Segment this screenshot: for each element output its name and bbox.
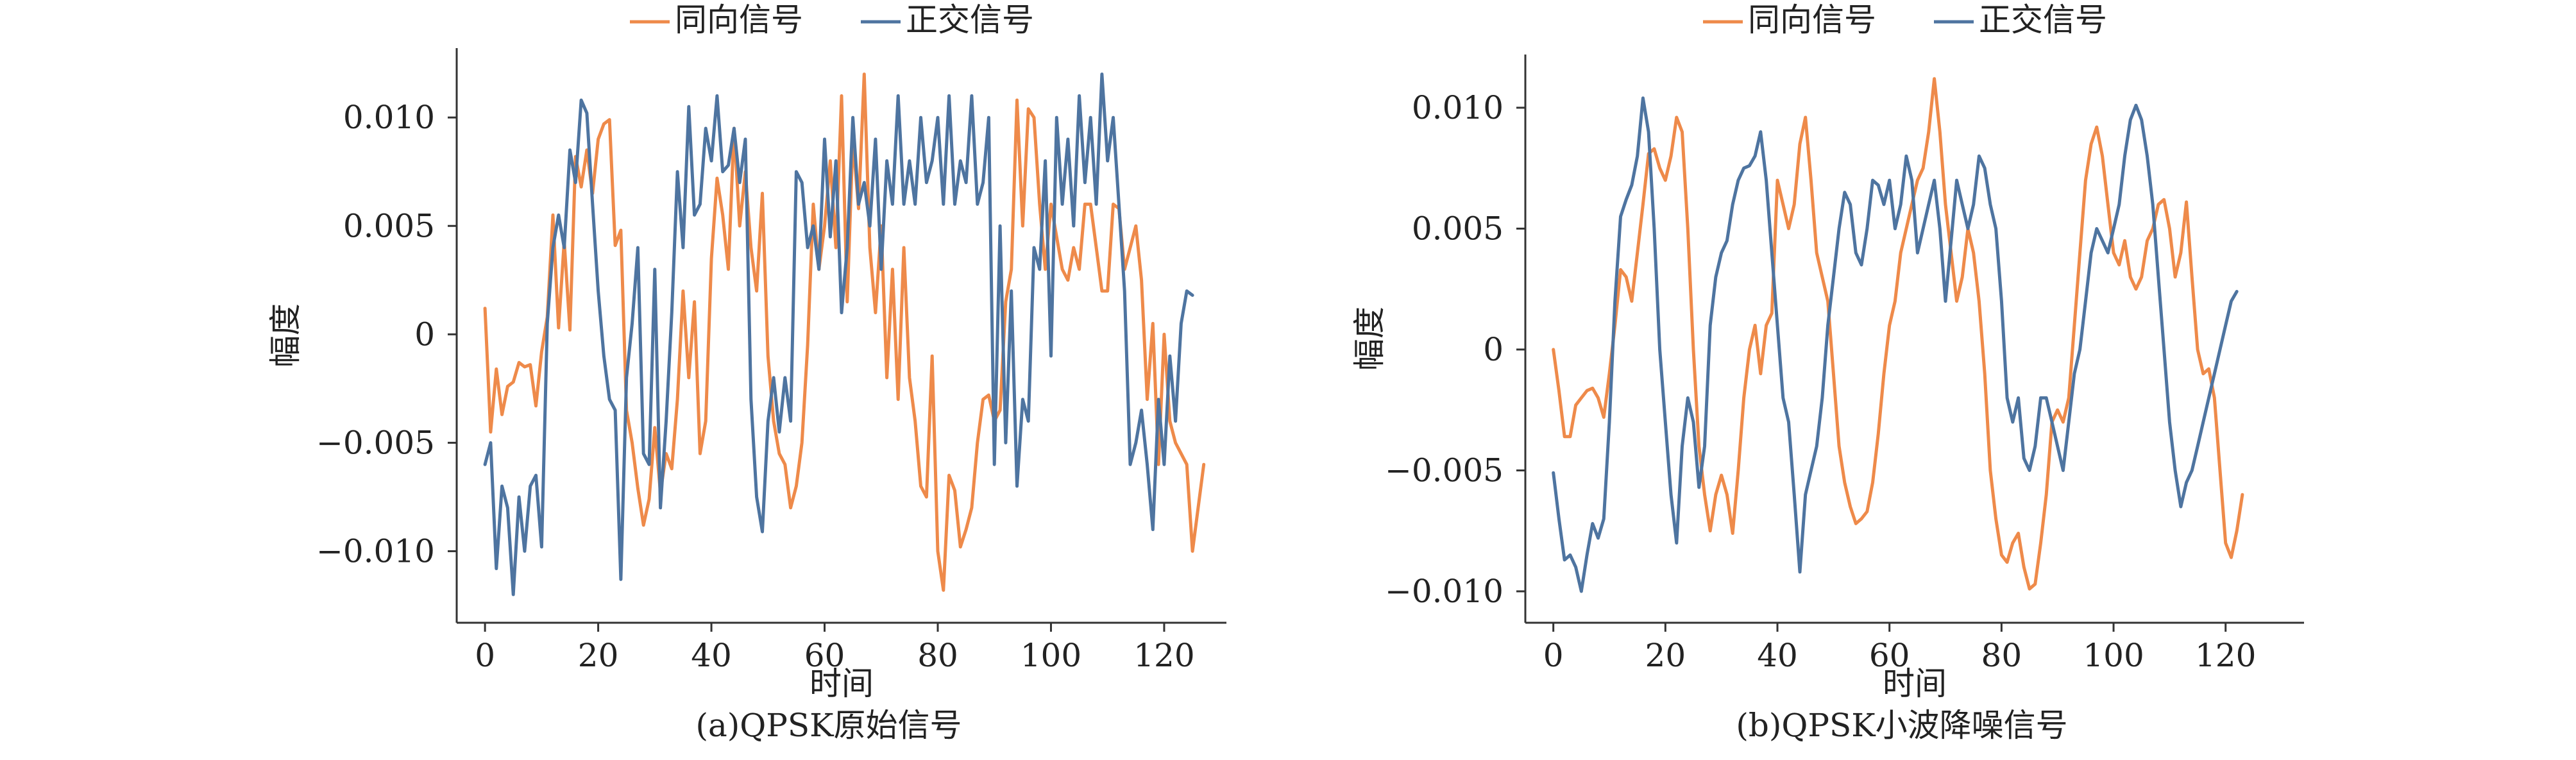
y-axis-label: 幅度 bbox=[267, 303, 304, 367]
series-line-in-phase bbox=[483, 72, 1206, 592]
x-tick-label: 0 bbox=[1543, 637, 1564, 674]
y-tick-label: −0.010 bbox=[316, 532, 435, 570]
x-tick-label: 40 bbox=[1757, 637, 1798, 674]
x-tick-label: 0 bbox=[475, 637, 495, 674]
x-tick-label: 20 bbox=[578, 637, 619, 674]
chart-panel-b: 0 20 40 60 80 100 120 −0.010 −0.005 0 0.005 0.010 时间… bbox=[1351, 1, 2304, 744]
legend-label-quadrature: 正交信号 bbox=[906, 1, 1034, 38]
series-line-in-phase bbox=[1552, 77, 2244, 591]
x-tick-label: 80 bbox=[917, 637, 958, 674]
x-axis-label: 时间 bbox=[809, 665, 874, 702]
x-axis-label: 时间 bbox=[1883, 665, 1947, 702]
series-line-quadrature bbox=[1552, 96, 2239, 593]
x-tick-label: 80 bbox=[1981, 637, 2022, 674]
x-tick-label: 60 bbox=[1869, 637, 1910, 674]
y-tick-label: 0 bbox=[1483, 331, 1504, 368]
x-tick-label: 100 bbox=[1021, 637, 1081, 674]
y-tick-label: 0.005 bbox=[343, 207, 435, 244]
legend-label-in-phase: 同向信号 bbox=[675, 1, 803, 38]
legend-label-in-phase: 同向信号 bbox=[1748, 1, 1876, 38]
y-tick-label: −0.005 bbox=[1385, 452, 1504, 489]
legend: 同向信号 正交信号 bbox=[630, 1, 1034, 38]
y-tick-label: −0.005 bbox=[316, 424, 435, 461]
chart-panel-a: 0 20 40 60 80 100 120 −0.010 −0.005 0 0.005 0.010 时间… bbox=[267, 1, 1226, 744]
chart-caption: (b)QPSK小波降噪信号 bbox=[1736, 707, 2067, 744]
series-line-quadrature bbox=[483, 72, 1194, 596]
x-tick-label: 120 bbox=[2195, 637, 2256, 674]
y-axis-label: 幅度 bbox=[1351, 307, 1388, 371]
legend-label-quadrature: 正交信号 bbox=[1979, 1, 2107, 38]
x-tick-label: 20 bbox=[1645, 637, 1686, 674]
chart-caption: (a)QPSK原始信号 bbox=[695, 707, 962, 744]
x-tick-label: 100 bbox=[2083, 637, 2144, 674]
y-tick-label: 0 bbox=[414, 316, 435, 353]
x-tick-label: 60 bbox=[804, 637, 845, 674]
y-tick-label: 0.010 bbox=[1412, 89, 1504, 126]
x-tick-label: 40 bbox=[691, 637, 732, 674]
y-tick-label: 0.010 bbox=[343, 99, 435, 136]
y-tick-label: −0.010 bbox=[1385, 573, 1504, 610]
legend: 同向信号 正交信号 bbox=[1703, 1, 2107, 38]
x-tick-label: 120 bbox=[1133, 637, 1194, 674]
y-tick-label: 0.005 bbox=[1412, 210, 1504, 247]
